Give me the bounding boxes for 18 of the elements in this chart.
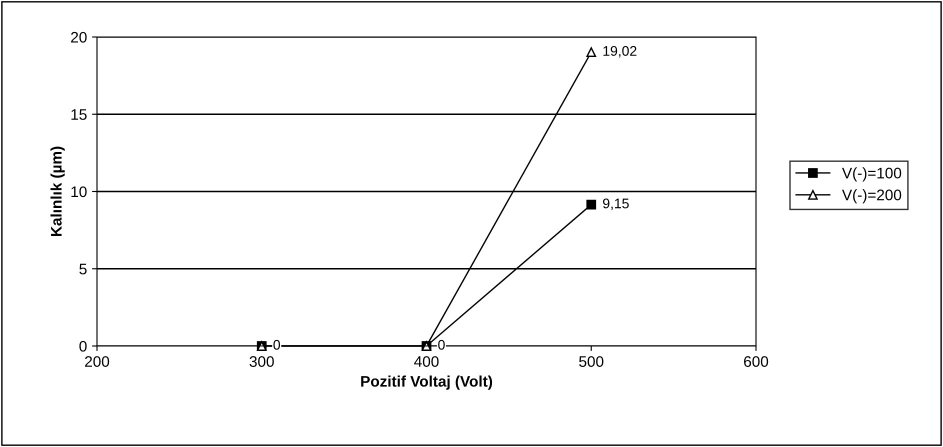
x-tick-label: 300 [250, 356, 274, 367]
data-label: 19,02 [603, 46, 636, 58]
y-tick-label: 15 [71, 109, 87, 120]
x-tick-label: 200 [85, 356, 110, 367]
data-label: 9,15 [603, 198, 629, 210]
x-tick-label: 600 [744, 356, 768, 367]
y-tick-label: 0 [79, 340, 87, 352]
y-axis-title: Kalınlık (µm) [50, 146, 65, 236]
data-label: 0 [438, 340, 445, 350]
y-tick-label: 20 [71, 32, 87, 43]
legend-label: V(-)=100 [842, 167, 902, 182]
legend-label: V(-)=200 [842, 189, 902, 204]
x-tick-label: 400 [414, 356, 439, 367]
data-label: 0 [273, 340, 280, 350]
x-tick-label: 500 [579, 356, 604, 367]
y-tick-label: 5 [79, 264, 87, 274]
x-axis-title: Pozitif Voltaj (Volt) [361, 376, 492, 390]
y-tick-label: 10 [71, 186, 87, 198]
